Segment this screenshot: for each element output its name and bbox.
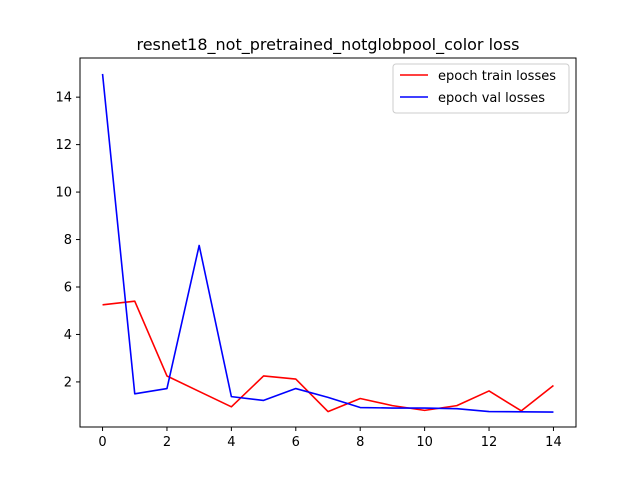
x-tick-label: 10 — [416, 435, 433, 450]
plot-lines — [101, 73, 554, 413]
y-tick-label: 4 — [64, 328, 72, 343]
series-line-val — [101, 73, 554, 413]
y-tick-label: 6 — [64, 280, 72, 295]
y-tick-label: 8 — [64, 233, 72, 248]
y-axis: 2 4 6 8 10 12 14 — [55, 91, 80, 390]
x-tick-label: 0 — [98, 435, 106, 450]
x-tick-label: 4 — [227, 435, 235, 450]
y-tick-label: 12 — [55, 138, 72, 153]
chart-title: resnet18_not_pretrained_notglobpool_colo… — [136, 35, 519, 55]
x-tick-label: 8 — [356, 435, 364, 450]
legend-label-train: epoch train losses — [438, 69, 556, 84]
legend-box — [392, 63, 570, 114]
x-tick-label: 14 — [545, 435, 562, 450]
x-axis: 0 2 4 6 8 10 12 14 — [98, 427, 562, 450]
series-line-train — [102, 300, 554, 413]
x-tick-label: 12 — [481, 435, 498, 450]
y-tick-label: 2 — [64, 375, 72, 390]
plot-frame — [79, 57, 577, 428]
y-tick-label: 14 — [55, 91, 72, 106]
x-tick-label: 2 — [163, 435, 171, 450]
legend: epoch train losses epoch val losses — [392, 63, 570, 114]
legend-label-val: epoch val losses — [438, 91, 545, 106]
x-tick-label: 6 — [292, 435, 300, 450]
y-tick-label: 10 — [55, 186, 72, 201]
